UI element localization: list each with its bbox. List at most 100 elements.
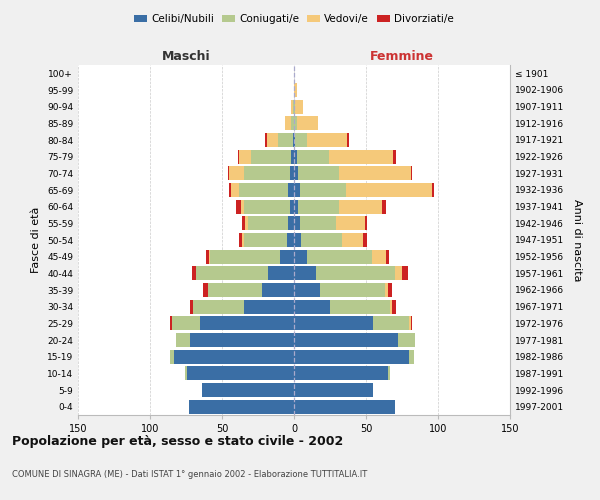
Bar	[211, 250, 280, 264]
Bar	[307, 250, 372, 264]
Bar	[392, 300, 396, 314]
Bar	[239, 233, 242, 247]
Bar	[196, 266, 268, 280]
Bar	[290, 166, 294, 180]
Bar	[300, 216, 336, 230]
Bar	[294, 333, 398, 347]
Bar	[185, 366, 187, 380]
Bar	[190, 333, 294, 347]
Bar	[242, 233, 244, 247]
Bar	[410, 166, 412, 180]
Bar	[398, 333, 415, 347]
Bar	[190, 300, 193, 314]
Bar	[372, 250, 386, 264]
Text: Maschi: Maschi	[161, 50, 211, 64]
Bar	[175, 350, 294, 364]
Bar	[388, 283, 392, 297]
Bar	[291, 116, 294, 130]
Bar	[170, 350, 175, 364]
Bar	[294, 133, 295, 147]
Bar	[187, 366, 294, 380]
Bar	[244, 200, 290, 214]
Bar	[290, 200, 294, 214]
Bar	[203, 283, 208, 297]
Bar	[298, 166, 338, 180]
Bar	[280, 250, 294, 264]
Bar	[295, 100, 302, 114]
Bar	[291, 100, 293, 114]
Bar	[294, 383, 373, 397]
Bar	[294, 216, 300, 230]
Bar	[172, 316, 200, 330]
Bar	[294, 266, 316, 280]
Bar	[266, 133, 278, 147]
Bar	[294, 366, 388, 380]
Bar	[336, 216, 365, 230]
Bar	[294, 183, 300, 197]
Bar	[268, 266, 294, 280]
Bar	[329, 150, 394, 164]
Bar	[244, 233, 287, 247]
Bar	[278, 133, 293, 147]
Bar	[320, 283, 385, 297]
Bar	[294, 100, 295, 114]
Bar	[294, 400, 395, 414]
Bar	[316, 266, 395, 280]
Bar	[346, 183, 432, 197]
Text: Popolazione per età, sesso e stato civile - 2002: Popolazione per età, sesso e stato civil…	[12, 435, 343, 448]
Bar	[248, 216, 288, 230]
Bar	[409, 350, 413, 364]
Bar	[347, 133, 349, 147]
Bar	[238, 150, 239, 164]
Bar	[287, 233, 294, 247]
Bar	[294, 83, 297, 97]
Bar	[176, 333, 190, 347]
Bar	[409, 316, 410, 330]
Bar	[307, 133, 347, 147]
Bar	[294, 150, 297, 164]
Bar	[236, 200, 241, 214]
Bar	[297, 116, 319, 130]
Bar	[262, 283, 294, 297]
Bar	[288, 216, 294, 230]
Bar	[200, 316, 294, 330]
Y-axis label: Fasce di età: Fasce di età	[31, 207, 41, 273]
Bar	[338, 200, 382, 214]
Bar	[301, 233, 341, 247]
Bar	[294, 350, 409, 364]
Bar	[230, 183, 239, 197]
Bar	[298, 200, 338, 214]
Bar	[365, 216, 367, 230]
Bar	[293, 133, 294, 147]
Bar	[242, 216, 245, 230]
Bar	[245, 216, 248, 230]
Bar	[432, 183, 434, 197]
Bar	[228, 166, 229, 180]
Text: COMUNE DI SINAGRA (ME) - Dati ISTAT 1° gennaio 2002 - Elaborazione TUTTITALIA.IT: COMUNE DI SINAGRA (ME) - Dati ISTAT 1° g…	[12, 470, 367, 479]
Bar	[202, 383, 294, 397]
Bar	[294, 200, 298, 214]
Bar	[208, 283, 262, 297]
Bar	[288, 183, 294, 197]
Bar	[385, 283, 388, 297]
Bar	[265, 133, 266, 147]
Bar	[338, 166, 410, 180]
Bar	[291, 150, 294, 164]
Bar	[170, 316, 172, 330]
Bar	[402, 266, 408, 280]
Bar	[239, 150, 251, 164]
Text: Femmine: Femmine	[370, 50, 434, 64]
Bar	[244, 300, 294, 314]
Bar	[295, 133, 307, 147]
Bar	[373, 316, 409, 330]
Bar	[363, 233, 367, 247]
Bar	[294, 316, 373, 330]
Bar	[193, 300, 244, 314]
Bar	[241, 200, 244, 214]
Bar	[239, 183, 288, 197]
Bar	[294, 166, 298, 180]
Bar	[293, 100, 294, 114]
Y-axis label: Anni di nascita: Anni di nascita	[572, 198, 583, 281]
Bar	[192, 266, 196, 280]
Bar	[294, 283, 320, 297]
